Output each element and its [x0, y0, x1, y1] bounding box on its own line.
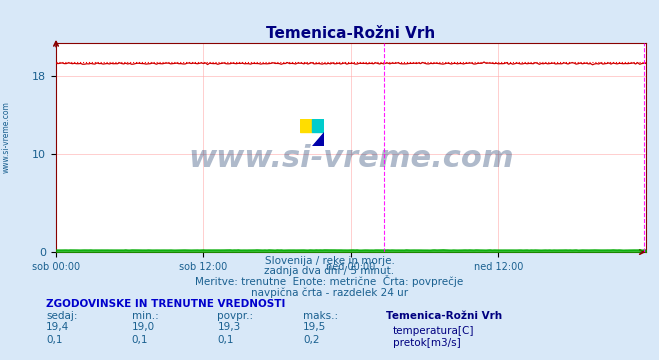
Bar: [300, 119, 312, 132]
Text: 19,5: 19,5: [303, 323, 326, 333]
Text: temperatura[C]: temperatura[C]: [393, 326, 474, 336]
Text: 0,2: 0,2: [303, 335, 320, 345]
Text: Slovenija / reke in morje.: Slovenija / reke in morje.: [264, 256, 395, 266]
Text: 19,3: 19,3: [217, 323, 241, 333]
Text: 0,1: 0,1: [46, 335, 63, 345]
Text: www.si-vreme.com: www.si-vreme.com: [2, 101, 11, 173]
Polygon shape: [312, 132, 324, 146]
Text: navpična črta - razdelek 24 ur: navpična črta - razdelek 24 ur: [251, 287, 408, 298]
Text: min.:: min.:: [132, 311, 159, 321]
Title: Temenica-Rožni Vrh: Temenica-Rožni Vrh: [266, 26, 436, 41]
Text: ZGODOVINSKE IN TRENUTNE VREDNOSTI: ZGODOVINSKE IN TRENUTNE VREDNOSTI: [46, 299, 285, 309]
Text: zadnja dva dni / 5 minut.: zadnja dva dni / 5 minut.: [264, 266, 395, 276]
Text: sedaj:: sedaj:: [46, 311, 78, 321]
Text: 19,0: 19,0: [132, 323, 155, 333]
Text: 19,4: 19,4: [46, 323, 69, 333]
Text: pretok[m3/s]: pretok[m3/s]: [393, 338, 461, 348]
Text: www.si-vreme.com: www.si-vreme.com: [188, 144, 514, 172]
Text: Temenica-Rožni Vrh: Temenica-Rožni Vrh: [386, 311, 501, 321]
Text: povpr.:: povpr.:: [217, 311, 254, 321]
Text: 0,1: 0,1: [217, 335, 234, 345]
Bar: [312, 119, 324, 132]
Text: Meritve: trenutne  Enote: metrične  Črta: povprečje: Meritve: trenutne Enote: metrične Črta: …: [195, 275, 464, 287]
Text: 0,1: 0,1: [132, 335, 148, 345]
Text: maks.:: maks.:: [303, 311, 338, 321]
